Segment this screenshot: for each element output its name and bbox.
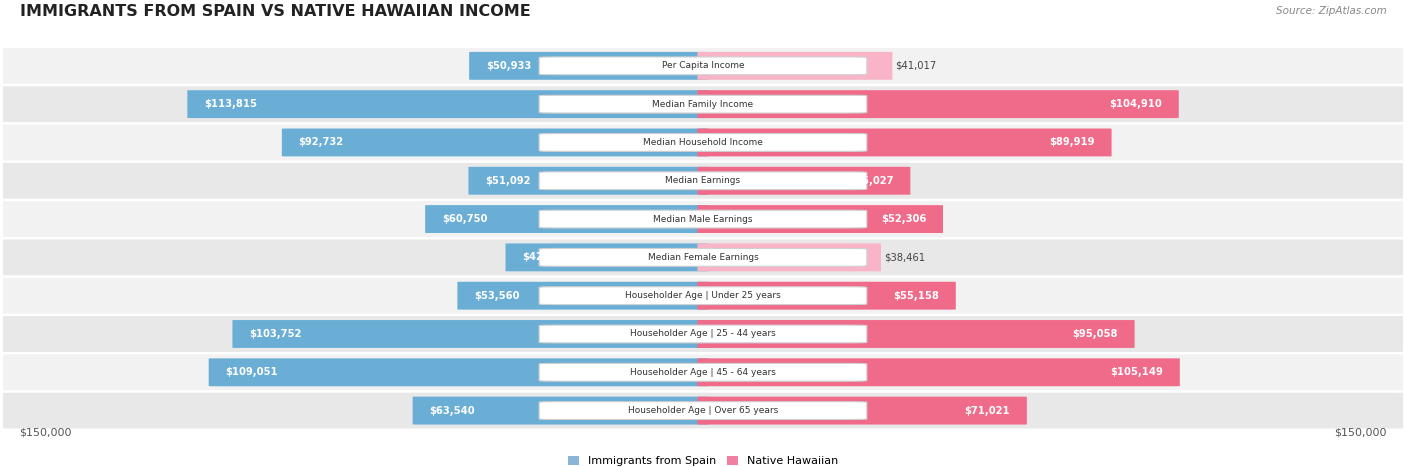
Text: $52,306: $52,306	[880, 214, 927, 224]
Text: Per Capita Income: Per Capita Income	[662, 61, 744, 71]
Text: $150,000: $150,000	[1334, 428, 1386, 438]
Text: $92,732: $92,732	[298, 137, 343, 148]
Text: $109,051: $109,051	[225, 367, 278, 377]
FancyBboxPatch shape	[538, 287, 868, 304]
FancyBboxPatch shape	[281, 128, 709, 156]
FancyBboxPatch shape	[0, 316, 1406, 352]
Text: $89,919: $89,919	[1049, 137, 1095, 148]
Text: Median Male Earnings: Median Male Earnings	[654, 214, 752, 224]
Text: $63,540: $63,540	[429, 406, 475, 416]
FancyBboxPatch shape	[697, 243, 882, 271]
FancyBboxPatch shape	[697, 396, 1026, 425]
Text: $50,933: $50,933	[486, 61, 531, 71]
Text: $71,021: $71,021	[965, 406, 1010, 416]
FancyBboxPatch shape	[538, 172, 868, 190]
FancyBboxPatch shape	[0, 240, 1406, 276]
FancyBboxPatch shape	[538, 134, 868, 151]
FancyBboxPatch shape	[697, 128, 1112, 156]
Text: Median Household Income: Median Household Income	[643, 138, 763, 147]
Text: Householder Age | 25 - 44 years: Householder Age | 25 - 44 years	[630, 330, 776, 339]
FancyBboxPatch shape	[468, 167, 709, 195]
FancyBboxPatch shape	[538, 402, 868, 419]
Text: Householder Age | 45 - 64 years: Householder Age | 45 - 64 years	[630, 368, 776, 377]
FancyBboxPatch shape	[0, 278, 1406, 314]
Text: Median Earnings: Median Earnings	[665, 176, 741, 185]
FancyBboxPatch shape	[697, 167, 911, 195]
FancyBboxPatch shape	[697, 205, 943, 233]
Text: Source: ZipAtlas.com: Source: ZipAtlas.com	[1275, 7, 1386, 16]
FancyBboxPatch shape	[538, 248, 868, 266]
FancyBboxPatch shape	[0, 393, 1406, 429]
Legend: Immigrants from Spain, Native Hawaiian: Immigrants from Spain, Native Hawaiian	[564, 452, 842, 467]
FancyBboxPatch shape	[0, 48, 1406, 84]
Text: $55,158: $55,158	[893, 290, 939, 301]
Text: $53,560: $53,560	[474, 290, 520, 301]
Text: $103,752: $103,752	[249, 329, 302, 339]
Text: $113,815: $113,815	[204, 99, 257, 109]
Text: $105,149: $105,149	[1111, 367, 1163, 377]
FancyBboxPatch shape	[0, 354, 1406, 390]
Text: Median Female Earnings: Median Female Earnings	[648, 253, 758, 262]
FancyBboxPatch shape	[425, 205, 709, 233]
Text: $38,461: $38,461	[884, 252, 925, 262]
FancyBboxPatch shape	[538, 210, 868, 228]
Text: $41,017: $41,017	[896, 61, 936, 71]
FancyBboxPatch shape	[187, 90, 709, 118]
FancyBboxPatch shape	[697, 320, 1135, 348]
FancyBboxPatch shape	[697, 52, 893, 80]
FancyBboxPatch shape	[697, 282, 956, 310]
FancyBboxPatch shape	[457, 282, 709, 310]
Text: Householder Age | Under 25 years: Householder Age | Under 25 years	[626, 291, 780, 300]
FancyBboxPatch shape	[470, 52, 709, 80]
FancyBboxPatch shape	[0, 201, 1406, 237]
FancyBboxPatch shape	[0, 86, 1406, 122]
Text: Median Family Income: Median Family Income	[652, 99, 754, 109]
Text: $104,910: $104,910	[1109, 99, 1161, 109]
FancyBboxPatch shape	[208, 358, 709, 386]
FancyBboxPatch shape	[538, 95, 868, 113]
FancyBboxPatch shape	[538, 57, 868, 75]
FancyBboxPatch shape	[538, 325, 868, 343]
Text: $42,815: $42,815	[523, 252, 568, 262]
Text: $51,092: $51,092	[485, 176, 530, 186]
Text: $45,027: $45,027	[848, 176, 894, 186]
Text: $150,000: $150,000	[20, 428, 72, 438]
FancyBboxPatch shape	[0, 163, 1406, 198]
FancyBboxPatch shape	[232, 320, 709, 348]
FancyBboxPatch shape	[697, 358, 1180, 386]
FancyBboxPatch shape	[0, 125, 1406, 160]
FancyBboxPatch shape	[697, 90, 1178, 118]
Text: $95,058: $95,058	[1073, 329, 1118, 339]
FancyBboxPatch shape	[506, 243, 709, 271]
Text: Householder Age | Over 65 years: Householder Age | Over 65 years	[628, 406, 778, 415]
FancyBboxPatch shape	[412, 396, 709, 425]
Text: IMMIGRANTS FROM SPAIN VS NATIVE HAWAIIAN INCOME: IMMIGRANTS FROM SPAIN VS NATIVE HAWAIIAN…	[20, 4, 530, 19]
FancyBboxPatch shape	[538, 363, 868, 381]
Text: $60,750: $60,750	[441, 214, 488, 224]
